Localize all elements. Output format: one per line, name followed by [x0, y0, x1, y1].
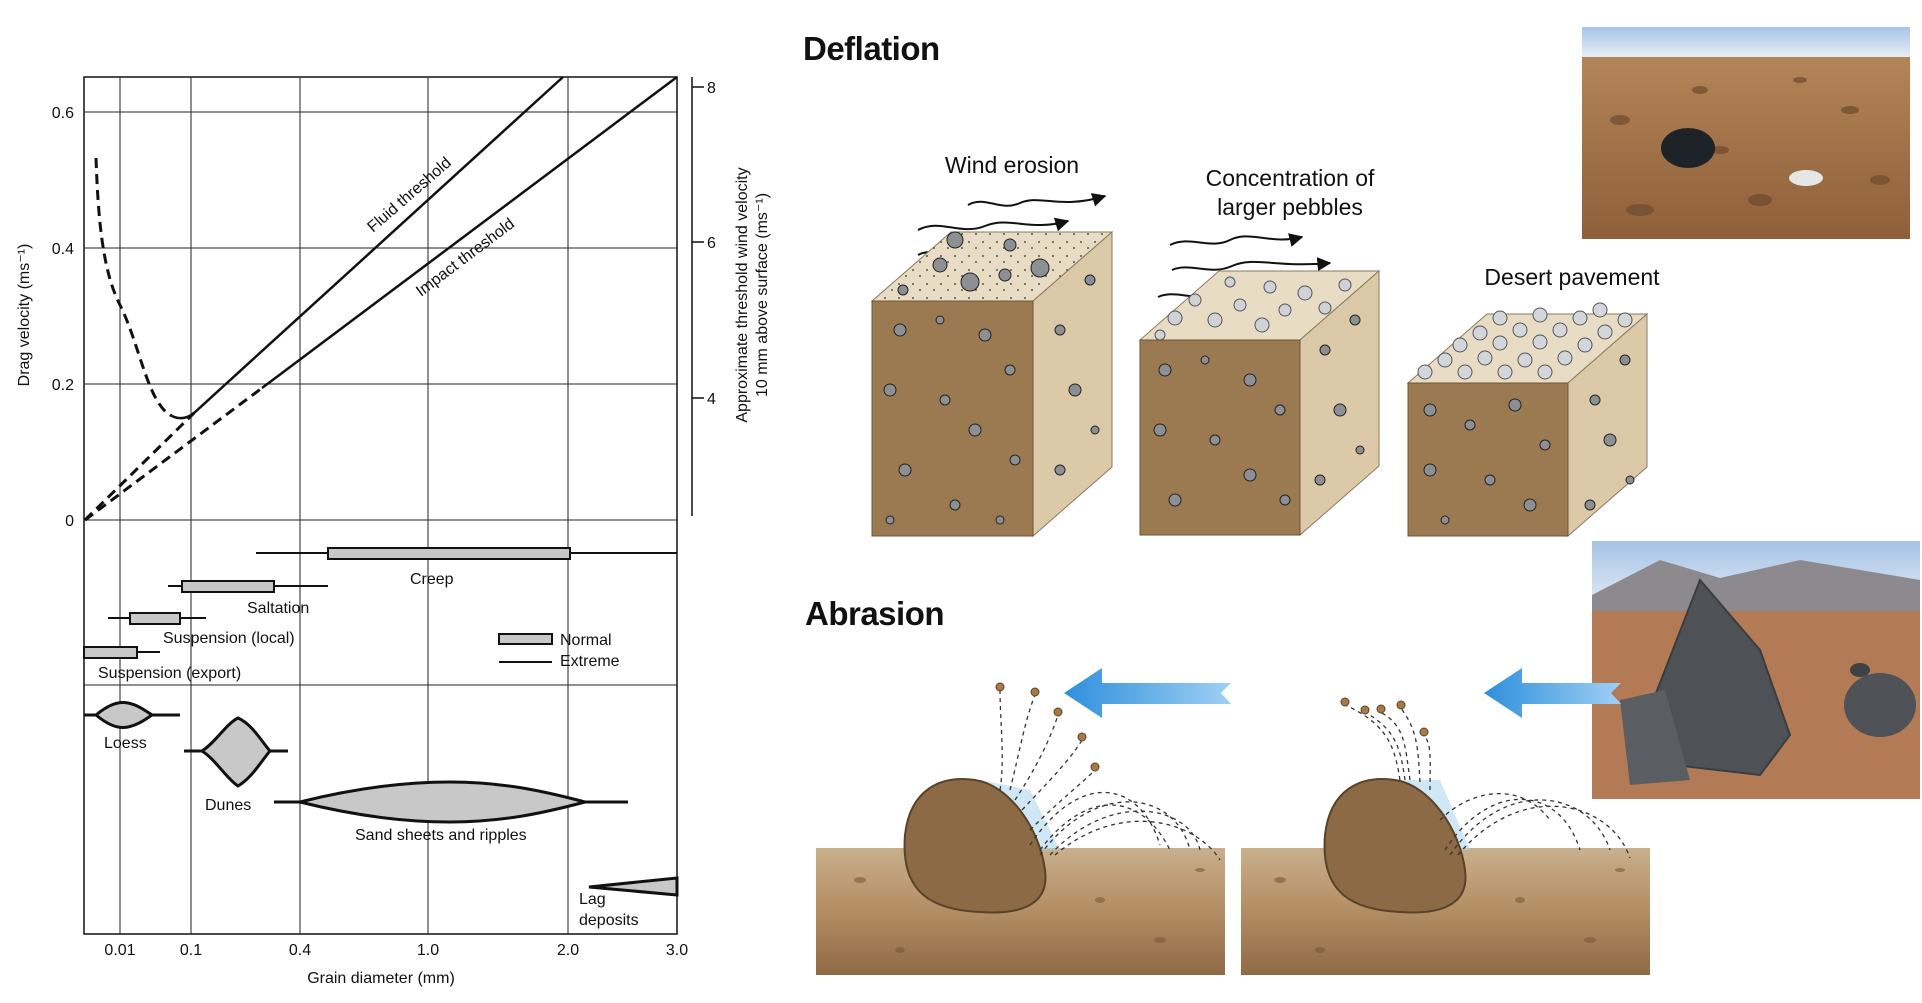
- x-tick-3-0: 3.0: [666, 942, 688, 959]
- y-tick-0-6: 0.6: [52, 105, 74, 122]
- abrasion-title: Abrasion: [805, 595, 944, 632]
- x-tick-1-0: 1.0: [417, 942, 439, 959]
- dunes-label: Dunes: [205, 797, 251, 814]
- graph-frame: [83, 76, 678, 935]
- x-tick-0-1: 0.1: [180, 942, 202, 959]
- impact-threshold-curve: [261, 75, 678, 390]
- deflation-panel: Deflation Wind erosion: [803, 27, 1910, 538]
- y-axis-label-right-2: 10 mm above surface (ms⁻¹): [754, 193, 771, 397]
- stage-concentration-label-2: larger pebbles: [1217, 194, 1363, 220]
- x-axis-label: Grain diameter (mm): [307, 970, 455, 987]
- impact-threshold-curve-dashed: [84, 386, 263, 522]
- legend-normal-label: Normal: [560, 632, 612, 649]
- y-tick-0-2: 0.2: [52, 377, 74, 394]
- stage-wind-erosion-label: Wind erosion: [945, 152, 1079, 178]
- saltation-label: Saltation: [247, 600, 309, 617]
- lag-deposits-label-1: Lag: [579, 891, 606, 908]
- dark-rock: [1661, 128, 1715, 168]
- block-wind-erosion: [870, 230, 1114, 538]
- saltation-bar: [181, 580, 275, 593]
- rock-1: [903, 778, 1047, 914]
- block-desert-pavement: [1406, 302, 1649, 538]
- right-tick-8: 8: [707, 80, 716, 97]
- y-tick-0: 0: [65, 513, 74, 530]
- abrasion-scene-2: [1241, 697, 1650, 975]
- legend-normal-swatch: [498, 633, 553, 645]
- y-axis-label-left: Drag velocity (ms⁻¹): [16, 244, 33, 387]
- x-tick-0-4: 0.4: [289, 942, 311, 959]
- x-tick-0-01: 0.01: [104, 942, 135, 959]
- legend-extreme-label: Extreme: [560, 653, 620, 670]
- fluid-threshold-lower-dashed: [83, 411, 196, 522]
- suspension-local-bar: [129, 612, 181, 625]
- transport-ranges: Creep Saltation Suspension (local) Suspe…: [83, 547, 677, 682]
- creep-bar: [327, 547, 571, 560]
- loess-label: Loess: [104, 735, 147, 752]
- x-tick-2-0: 2.0: [557, 942, 579, 959]
- white-rock: [1789, 170, 1823, 186]
- horizontal-grid: [84, 111, 677, 686]
- abrasion-scene-1: [816, 682, 1225, 975]
- wind-arrow-left: [1064, 668, 1231, 718]
- sand-sheets-shape: [274, 780, 628, 824]
- ventifact-photo: [1592, 541, 1920, 799]
- stage-desert-pavement-label: Desert pavement: [1484, 264, 1660, 290]
- impact-threshold-label: Impact threshold: [413, 215, 518, 300]
- suspension-export-bar: [83, 646, 138, 659]
- deflation-title: Deflation: [803, 30, 940, 67]
- block-concentration: [1138, 269, 1381, 537]
- dunes-shape: [184, 716, 288, 788]
- fluid-threshold-curve-dashed: [94, 157, 173, 418]
- deposit-types: Loess Dunes Sand sheets and ripples Lag …: [84, 701, 679, 929]
- suspension-local-label: Suspension (local): [163, 630, 295, 647]
- creep-label: Creep: [410, 571, 454, 588]
- rock-2: [1323, 778, 1467, 914]
- right-tick-6: 6: [707, 235, 716, 252]
- wind-arrow-right: [1484, 668, 1621, 718]
- y-tick-0-4: 0.4: [52, 241, 74, 258]
- lag-deposits-label-2: deposits: [579, 912, 639, 929]
- fluid-threshold-label: Fluid threshold: [364, 154, 454, 236]
- desert-pavement-photo: [1582, 27, 1910, 239]
- stage-concentration-label-1: Concentration of: [1206, 165, 1375, 191]
- sand-sheets-label: Sand sheets and ripples: [355, 827, 527, 844]
- wind-transport-graph: 0.6 0.4 0.2 0 Drag velocity (ms⁻¹) 8 6 4…: [16, 75, 771, 987]
- abrasion-panel: Abrasion: [805, 541, 1920, 975]
- right-tick-4: 4: [707, 391, 716, 408]
- y-axis-label-right-1: Approximate threshold wind velocity: [734, 167, 751, 422]
- suspension-export-label: Suspension (export): [98, 665, 241, 682]
- loess-shape: [84, 701, 180, 729]
- lag-deposits-shape: [588, 876, 679, 897]
- abrasion-wind-arrows: [1064, 668, 1621, 718]
